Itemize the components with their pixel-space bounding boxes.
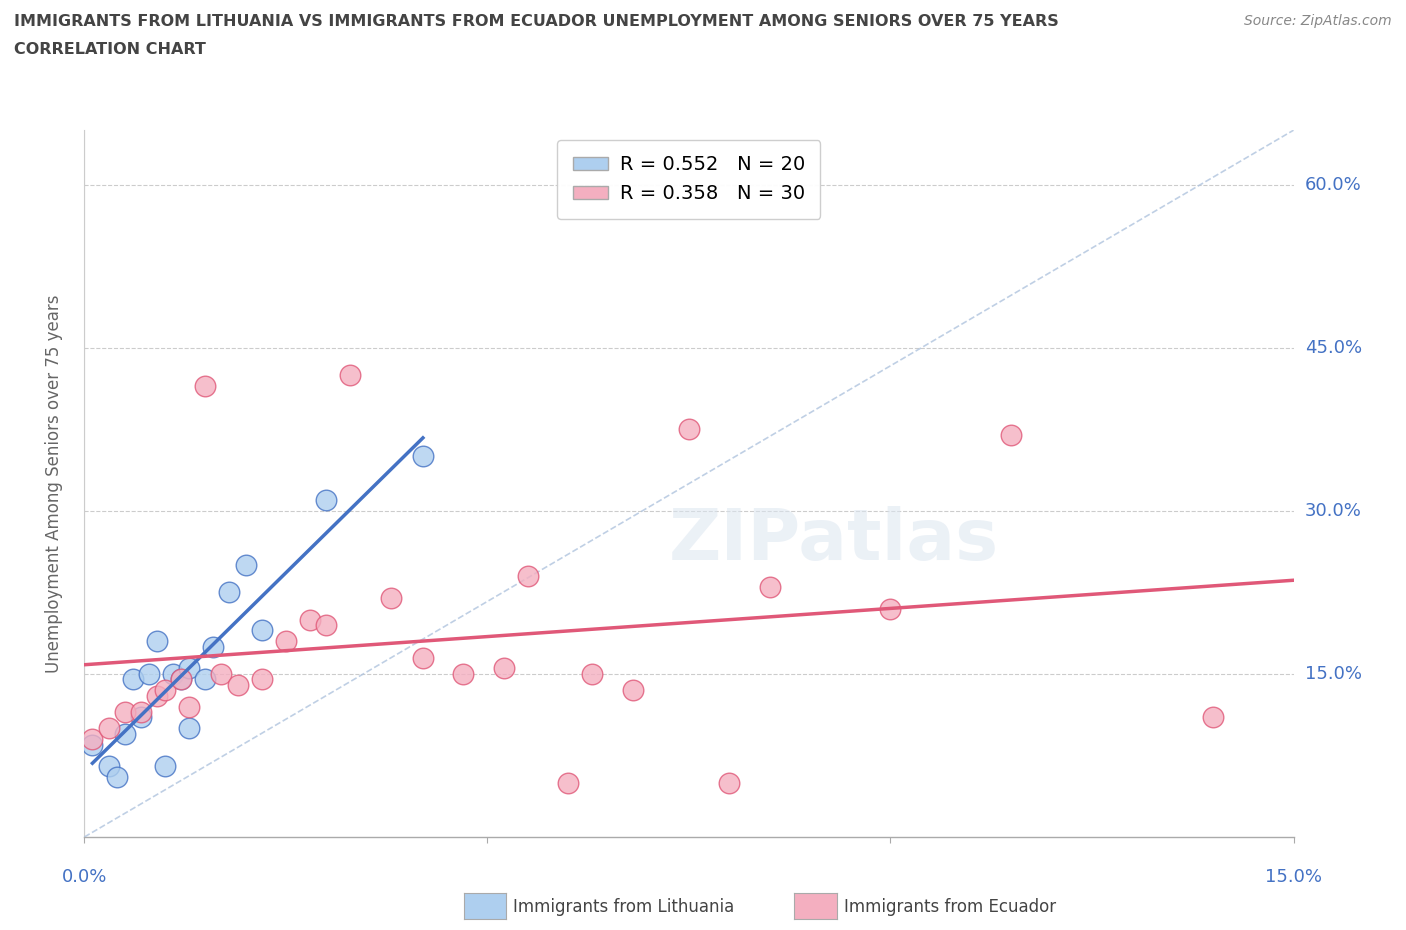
Point [315,618,337,632]
Point [146,634,169,649]
Point [146,688,169,703]
Text: IMMIGRANTS FROM LITHUANIA VS IMMIGRANTS FROM ECUADOR UNEMPLOYMENT AMONG SENIORS : IMMIGRANTS FROM LITHUANIA VS IMMIGRANTS … [14,14,1059,29]
Point [153,683,176,698]
Point [412,650,434,665]
Point [621,683,644,698]
Point [718,776,741,790]
Point [412,449,434,464]
Text: Source: ZipAtlas.com: Source: ZipAtlas.com [1244,14,1392,28]
Point [170,671,193,686]
Point [202,639,225,654]
Point [179,699,201,714]
Text: Immigrants from Ecuador: Immigrants from Ecuador [844,897,1056,916]
Point [129,705,152,720]
Point [121,671,143,686]
Point [138,667,160,682]
Point [1000,427,1022,442]
Point [758,579,780,594]
Text: Immigrants from Lithuania: Immigrants from Lithuania [513,897,734,916]
Point [162,667,184,682]
Point [179,721,201,736]
Point [516,568,538,583]
Point [250,671,273,686]
Point [235,558,257,573]
Point [194,671,217,686]
Point [451,667,474,682]
Y-axis label: Unemployment Among Seniors over 75 years: Unemployment Among Seniors over 75 years [45,295,63,672]
Point [581,667,603,682]
Point [315,493,337,508]
Point [82,732,104,747]
Text: 45.0%: 45.0% [1305,339,1362,357]
Point [82,737,104,752]
Text: 60.0%: 60.0% [1305,176,1361,193]
Point [194,379,217,393]
Point [678,422,700,437]
Point [179,661,201,676]
Point [250,623,273,638]
Point [879,601,901,616]
Point [274,634,297,649]
Point [97,759,120,774]
Point [105,770,128,785]
Point [153,759,176,774]
Point [492,661,515,676]
Point [114,726,136,741]
Point [97,721,120,736]
Point [129,710,152,724]
Point [380,591,402,605]
Point [299,612,322,627]
Text: 15.0%: 15.0% [1305,665,1361,683]
Text: CORRELATION CHART: CORRELATION CHART [14,42,205,57]
Point [114,705,136,720]
Point [339,367,361,382]
Point [1202,710,1225,724]
Point [209,667,232,682]
Text: 0.0%: 0.0% [62,868,107,885]
Point [226,677,249,692]
Text: ZIPatlas: ZIPatlas [669,506,1000,575]
Legend: R = 0.552   N = 20, R = 0.358   N = 30: R = 0.552 N = 20, R = 0.358 N = 30 [557,140,821,219]
Text: 15.0%: 15.0% [1265,868,1322,885]
Text: 30.0%: 30.0% [1305,502,1361,520]
Point [557,776,579,790]
Point [218,585,240,600]
Point [170,671,193,686]
